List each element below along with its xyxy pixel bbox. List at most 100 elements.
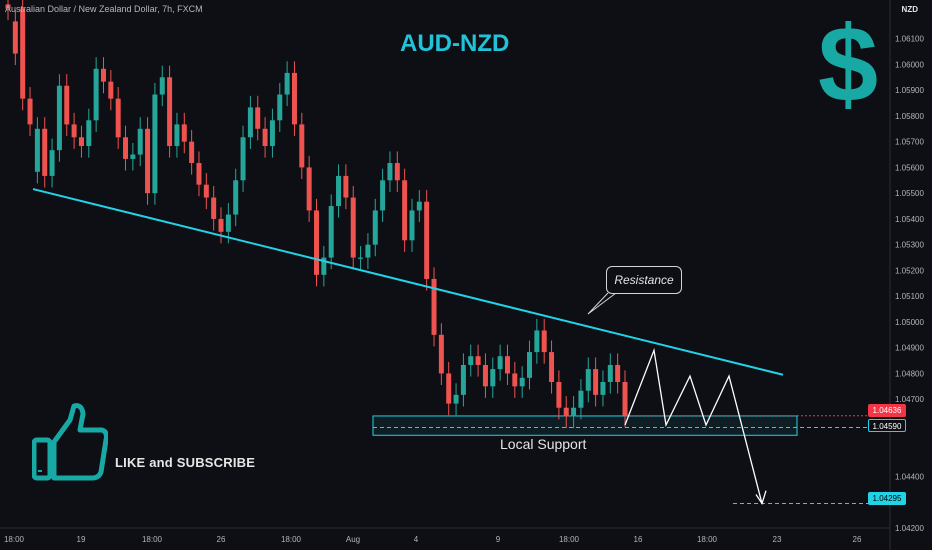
candle-body xyxy=(152,94,158,194)
y-tick-label: 1.04800 xyxy=(895,369,924,378)
projection-arrowhead xyxy=(755,490,767,506)
candle-body xyxy=(159,77,165,95)
current-price-tag: 1.04636 xyxy=(868,404,906,417)
candle-body xyxy=(409,210,415,241)
candle-body xyxy=(563,407,569,417)
candle-body xyxy=(262,128,268,147)
candle-body xyxy=(380,180,386,211)
x-tick-label: 26 xyxy=(853,535,862,544)
candle-body xyxy=(475,356,481,365)
candle-body xyxy=(56,85,62,151)
candle-body xyxy=(130,154,136,159)
candle-body xyxy=(78,137,84,147)
candle-body xyxy=(372,210,378,245)
candle-body xyxy=(233,180,239,215)
x-tick-label: 18:00 xyxy=(559,535,580,544)
candle-body xyxy=(321,257,327,275)
candle-body xyxy=(211,197,217,219)
candle-body xyxy=(255,107,261,129)
y-tick-label: 1.05400 xyxy=(895,215,924,224)
y-tick-label: 1.04200 xyxy=(895,524,924,533)
support-price-tag: 1.04590 xyxy=(868,419,906,432)
candle-body xyxy=(167,77,173,147)
candle-body xyxy=(387,163,393,181)
candle-body xyxy=(358,257,364,259)
candle-body xyxy=(527,352,533,378)
candle-body xyxy=(108,81,114,99)
y-tick-label: 1.05800 xyxy=(895,112,924,121)
y-tick-label: 1.05300 xyxy=(895,241,924,250)
y-tick-label: 1.04400 xyxy=(895,472,924,481)
candle-body xyxy=(328,206,334,258)
x-tick-label: 4 xyxy=(414,535,419,544)
candle-body xyxy=(203,184,209,198)
x-tick-label: 9 xyxy=(496,535,501,544)
candle-body xyxy=(416,201,422,211)
candle-body xyxy=(607,364,613,382)
candle-body xyxy=(115,98,121,138)
x-tick-label: 18:00 xyxy=(281,535,302,544)
candle-body xyxy=(578,390,584,408)
y-tick-label: 1.05700 xyxy=(895,138,924,147)
thumbs-up-icon xyxy=(32,403,108,481)
candle-body xyxy=(137,128,143,155)
support-zone xyxy=(372,415,798,436)
candle-body xyxy=(145,128,151,194)
candle-body xyxy=(225,214,231,232)
candle-body xyxy=(291,72,297,125)
candle-body xyxy=(504,356,510,374)
candle-body xyxy=(27,98,33,125)
candle-body xyxy=(174,124,180,147)
candle-body xyxy=(350,197,356,258)
x-tick-label: 18:00 xyxy=(142,535,163,544)
candle-body xyxy=(556,381,562,408)
y-tick-label: 1.05600 xyxy=(895,163,924,172)
candle-body xyxy=(86,120,92,147)
candle-body xyxy=(93,68,99,121)
y-tick-label: 1.05900 xyxy=(895,86,924,95)
candle-body xyxy=(593,369,599,395)
currency-label: NZD xyxy=(901,5,918,14)
candle-body xyxy=(394,163,400,181)
candle-body xyxy=(571,407,577,417)
x-tick-label: Aug xyxy=(346,535,360,544)
candle-body xyxy=(585,369,591,391)
candle-body xyxy=(431,278,437,335)
candle-body xyxy=(20,8,26,99)
candle-body xyxy=(549,352,555,382)
candle-body xyxy=(497,356,503,370)
x-tick-label: 18:00 xyxy=(697,535,718,544)
x-tick-label: 23 xyxy=(773,535,782,544)
projection-path xyxy=(624,347,763,504)
candle-body xyxy=(402,180,408,241)
chart-title: AUD-NZD xyxy=(400,30,510,57)
candle-body xyxy=(240,137,246,181)
candle-body xyxy=(49,150,55,176)
x-tick-label: 19 xyxy=(77,535,86,544)
candle-body xyxy=(460,364,466,395)
candle-body xyxy=(5,4,11,9)
candle-body xyxy=(519,377,525,387)
candle-body xyxy=(247,107,253,138)
chart-symbol-header: Australian Dollar / New Zealand Dollar, … xyxy=(5,4,203,14)
candle-body xyxy=(64,85,70,125)
candle-body xyxy=(71,124,77,138)
candle-body xyxy=(277,94,283,121)
dollar-icon: $ xyxy=(818,3,879,124)
candle-body xyxy=(269,120,275,147)
resistance-label: Resistance xyxy=(606,266,682,294)
candle-body xyxy=(365,244,371,258)
candle-body xyxy=(314,210,319,275)
cta-text: LIKE and SUBSCRIBE xyxy=(115,455,256,470)
candle-body xyxy=(299,124,305,168)
candle-body xyxy=(622,381,628,416)
x-tick-label: 18:00 xyxy=(4,535,25,544)
candle-body xyxy=(42,128,48,176)
candle-body xyxy=(181,124,187,142)
target-price-tag: 1.04295 xyxy=(868,492,906,505)
candle-body xyxy=(615,364,621,382)
candle-body xyxy=(12,21,18,54)
candle-body xyxy=(284,72,290,95)
candle-body xyxy=(600,381,606,395)
